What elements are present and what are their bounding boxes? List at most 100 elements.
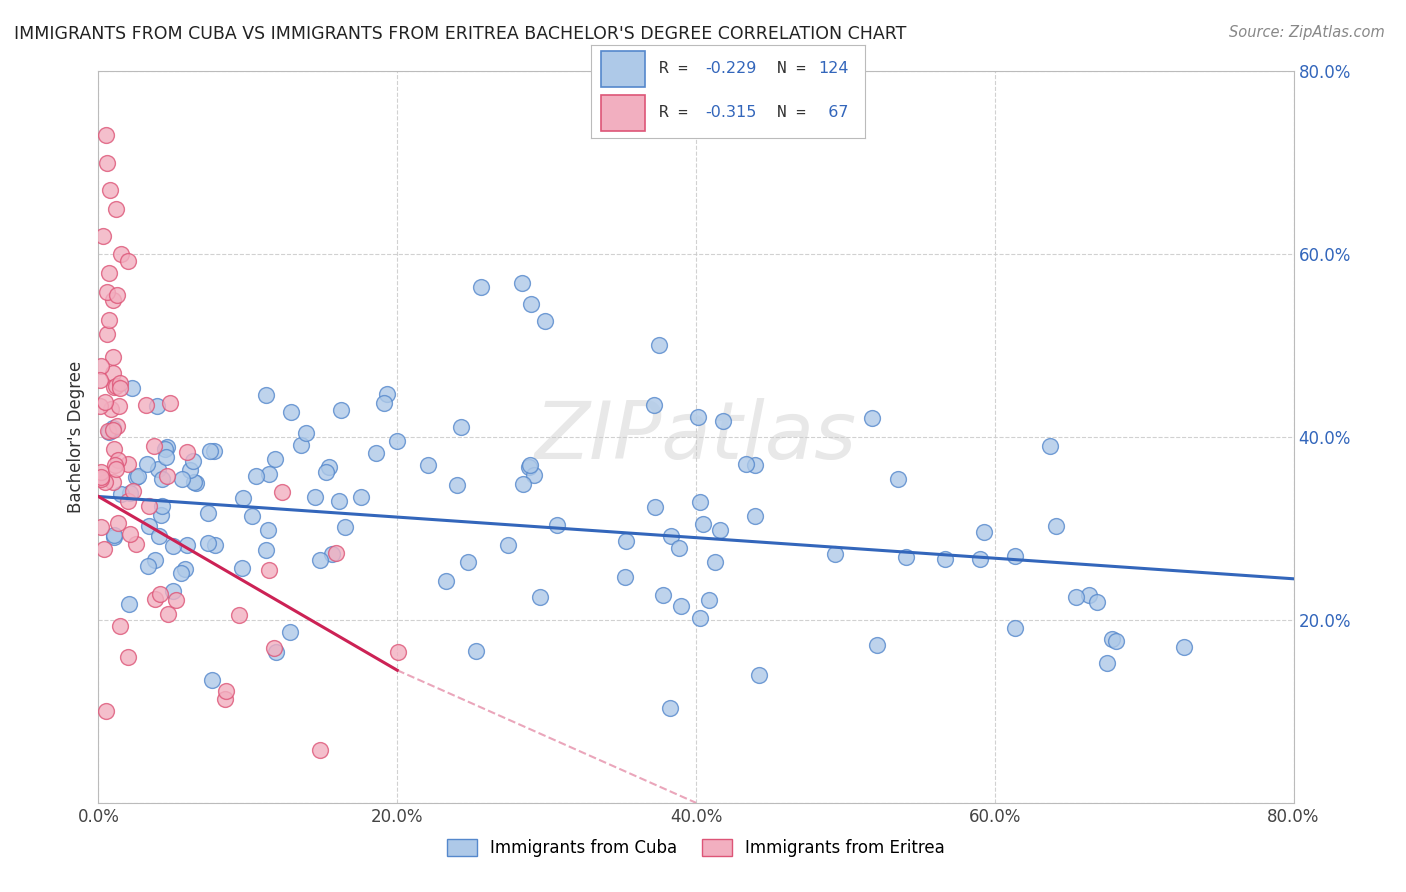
Point (280, 405, 302, 419)
Point (523, 468, 546, 483)
Bar (602, 51, 645, 87)
Point (744, 509, 766, 524)
Point (436, 574, 458, 588)
Point (100, 402, 122, 417)
Point (108, 400, 131, 414)
Point (94, 128, 117, 143)
Text: R =: R = (659, 62, 697, 77)
Point (517, 459, 540, 474)
Point (263, 451, 285, 466)
Point (366, 446, 388, 460)
Point (90, 470, 112, 484)
Point (263, 640, 285, 655)
Text: 67: 67 (818, 105, 849, 120)
Point (328, 493, 350, 508)
Point (510, 276, 533, 290)
Point (689, 495, 711, 509)
Point (103, 475, 125, 489)
Point (90, 359, 112, 374)
Point (179, 463, 201, 477)
Point (254, 542, 277, 557)
Point (125, 537, 148, 551)
Point (290, 438, 312, 452)
Point (309, 553, 332, 567)
Text: IMMIGRANTS FROM CUBA VS IMMIGRANTS FROM ERITREA BACHELOR'S DEGREE CORRELATION CH: IMMIGRANTS FROM CUBA VS IMMIGRANTS FROM … (14, 25, 907, 43)
Point (325, 546, 347, 560)
Point (162, 539, 184, 553)
Point (96, 326, 118, 341)
Point (304, 490, 326, 504)
Point (671, 599, 693, 613)
Point (96, 156, 118, 170)
Point (257, 563, 280, 577)
Point (254, 387, 277, 401)
Point (520, 297, 543, 311)
Point (711, 414, 734, 428)
Point (969, 552, 991, 566)
Point (529, 591, 551, 605)
Point (202, 444, 225, 458)
Point (748, 667, 770, 681)
Point (200, 443, 222, 458)
Point (101, 350, 124, 364)
Point (155, 450, 177, 464)
Point (138, 499, 160, 513)
Point (446, 477, 468, 491)
Point (385, 434, 408, 448)
Point (651, 588, 673, 602)
Point (512, 476, 534, 491)
Point (866, 638, 889, 652)
Point (184, 476, 207, 491)
Point (214, 692, 236, 706)
Point (387, 645, 409, 659)
Point (162, 584, 184, 599)
Point (1039, 439, 1062, 453)
Text: R =: R = (659, 105, 697, 120)
Point (1085, 595, 1108, 609)
Point (697, 593, 720, 607)
Point (107, 453, 129, 467)
Point (1064, 590, 1087, 604)
Point (156, 469, 179, 483)
Point (546, 518, 568, 533)
Point (240, 508, 263, 523)
Point (1095, 656, 1118, 670)
Point (335, 519, 357, 533)
Point (97, 425, 120, 439)
Point (264, 645, 287, 659)
Point (103, 380, 125, 394)
Text: Source: ZipAtlas.com: Source: ZipAtlas.com (1229, 25, 1385, 40)
Point (934, 552, 956, 566)
Point (105, 202, 128, 216)
Point (105, 379, 128, 393)
Point (197, 536, 219, 550)
Point (165, 592, 187, 607)
Point (170, 566, 193, 580)
Point (470, 280, 492, 294)
Point (315, 466, 337, 480)
Point (232, 491, 254, 506)
Point (118, 527, 141, 541)
Point (143, 591, 166, 606)
Point (644, 500, 666, 514)
Point (614, 570, 637, 584)
Point (121, 381, 143, 395)
Point (104, 458, 127, 472)
Point (181, 454, 204, 468)
Point (643, 398, 665, 412)
Point (350, 490, 373, 504)
Point (860, 410, 883, 425)
Point (148, 587, 170, 601)
Point (204, 538, 226, 552)
Point (118, 597, 141, 611)
Point (89, 373, 111, 387)
Point (231, 561, 253, 575)
Point (103, 423, 125, 437)
Point (107, 419, 129, 434)
Point (824, 547, 846, 561)
Point (686, 409, 709, 424)
Point (157, 607, 180, 622)
Point (703, 555, 725, 569)
Point (375, 386, 398, 401)
Point (648, 338, 671, 352)
